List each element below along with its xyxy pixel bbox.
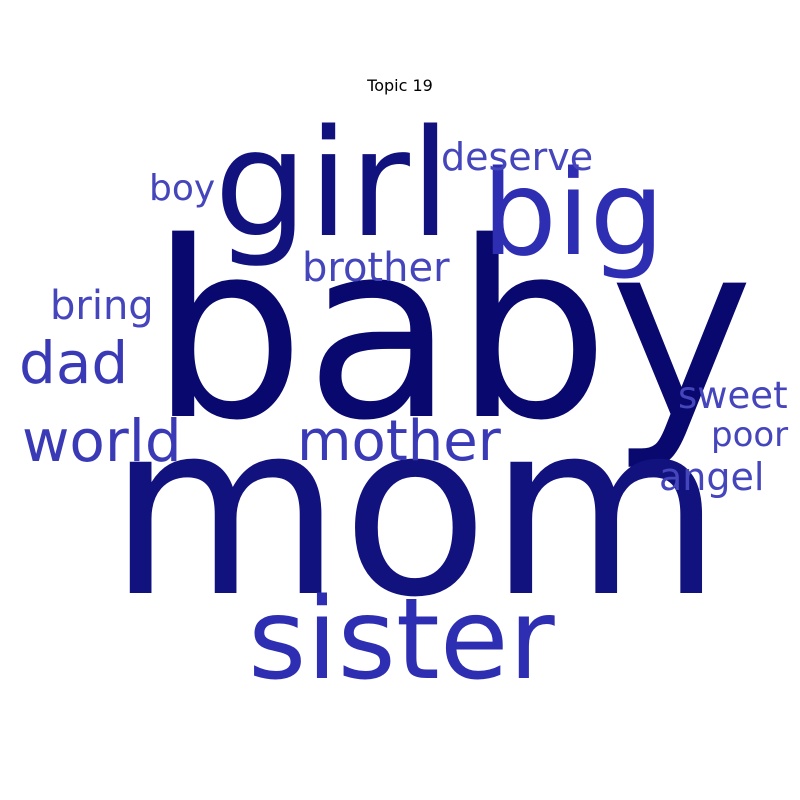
word-poor: poor bbox=[711, 415, 789, 455]
word-sister: sister bbox=[248, 575, 555, 705]
word-big: big bbox=[482, 144, 665, 282]
word-dad: dad bbox=[19, 329, 129, 397]
word-sweet: sweet bbox=[678, 374, 788, 417]
word-angel: angel bbox=[659, 455, 765, 499]
word-world: world bbox=[22, 407, 182, 475]
word-deserve: deserve bbox=[441, 135, 594, 179]
word-boy: boy bbox=[149, 168, 216, 209]
word-girl: girl bbox=[214, 98, 452, 270]
word-baby: baby bbox=[150, 190, 754, 474]
word-brother: brother bbox=[302, 245, 450, 291]
word-mother: mother bbox=[297, 409, 501, 474]
word-mom: mom bbox=[108, 370, 723, 650]
word-bring: bring bbox=[50, 283, 154, 329]
figure-title: Topic 19 bbox=[367, 76, 433, 95]
